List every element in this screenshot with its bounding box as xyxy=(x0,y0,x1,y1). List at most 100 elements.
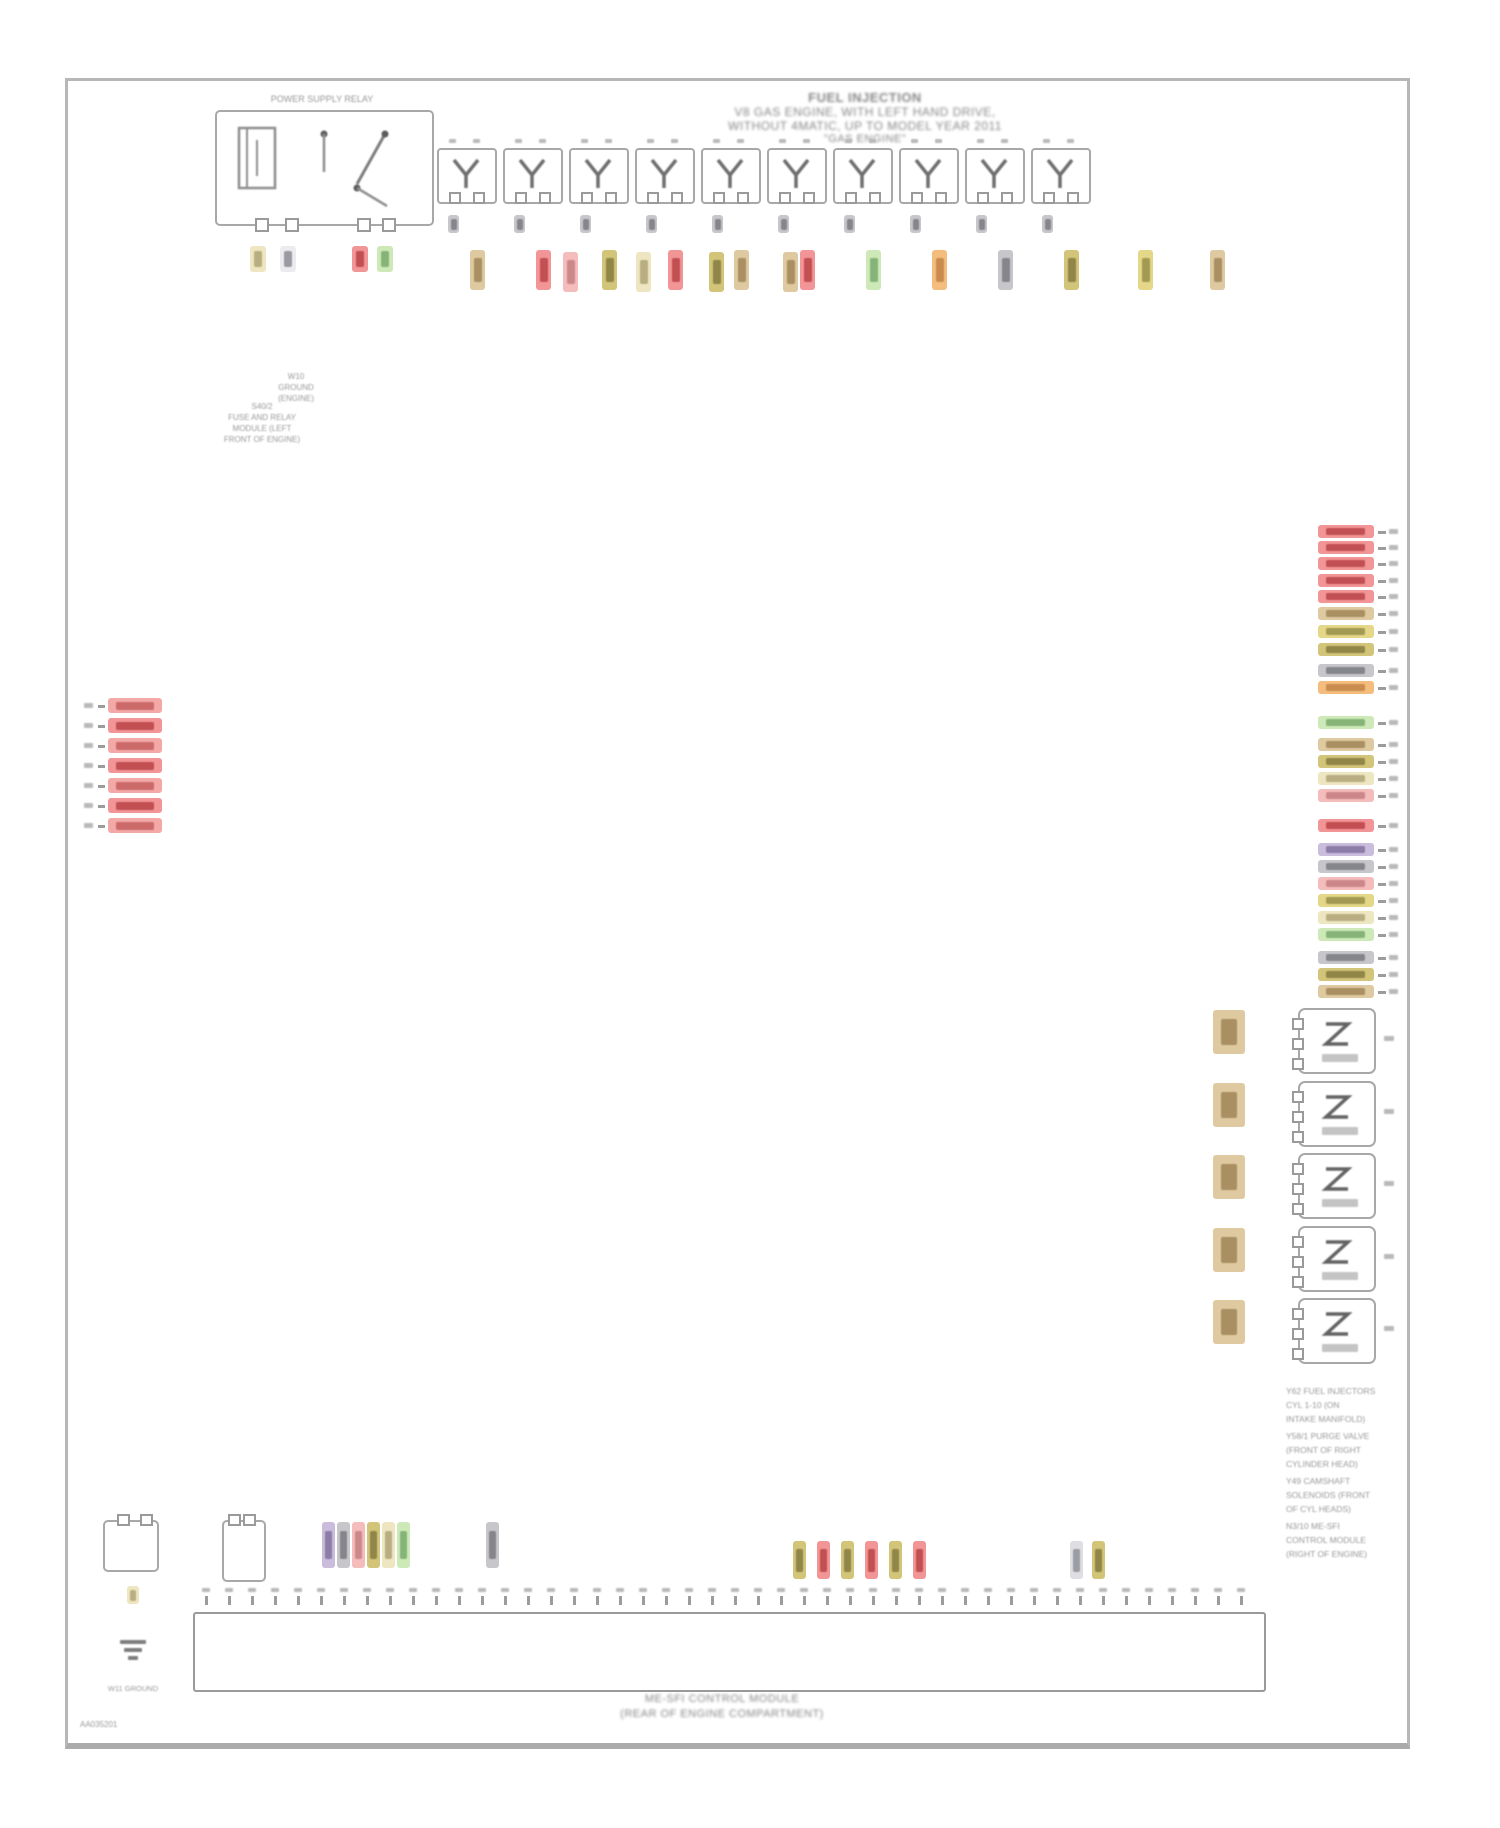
injector-coil-icon xyxy=(452,158,480,188)
connector-pin xyxy=(337,1522,350,1568)
pin-label-blob xyxy=(381,251,389,267)
ground2-label: (ENGINE) xyxy=(278,394,314,403)
legend-line: N3/10 ME-SFI xyxy=(1286,1521,1340,1531)
injector-pin xyxy=(869,192,881,204)
ecm-pin-number xyxy=(1053,1588,1061,1592)
pin-number xyxy=(1389,898,1398,903)
ecm-pin-number xyxy=(754,1588,762,1592)
ecm-pin-number xyxy=(662,1588,670,1592)
ecm-pin-number xyxy=(777,1588,785,1592)
pin-label-blob xyxy=(1068,258,1076,282)
valve-pin-number xyxy=(1384,1326,1394,1331)
ecm-pin-number xyxy=(478,1588,486,1592)
fuel-injector-box xyxy=(965,148,1025,204)
valve-pin xyxy=(1292,1018,1304,1030)
sensor-pin xyxy=(243,1514,256,1526)
pin-label-blob xyxy=(1326,610,1365,617)
connector-stack-pin xyxy=(1318,819,1374,832)
fuel-injector-box xyxy=(569,148,629,204)
relay-pin xyxy=(357,218,371,232)
injector-pin-number xyxy=(539,139,546,143)
connector-pin xyxy=(382,1522,395,1568)
pin-number xyxy=(1389,989,1398,994)
pin-label-blob xyxy=(451,219,457,230)
ecm-pin-number xyxy=(1191,1588,1199,1592)
pin-label-blob xyxy=(116,782,154,790)
injector-coil-icon xyxy=(716,158,744,188)
injector-coil-icon xyxy=(782,158,810,188)
connector-stack-pin xyxy=(108,798,162,813)
ecm-pin-tick xyxy=(550,1596,553,1605)
legend-line: INTAKE MANIFOLD) xyxy=(1286,1414,1366,1424)
connector-pin xyxy=(127,1586,139,1604)
inline-connector xyxy=(1213,1010,1245,1054)
pin-label-blob xyxy=(1142,258,1150,282)
ground1-label: FUSE AND RELAY xyxy=(228,413,296,422)
ecm-pin-number xyxy=(225,1588,233,1592)
connector-pin xyxy=(1210,250,1225,290)
ecm-pin-number xyxy=(1214,1588,1222,1592)
pin-label-blob xyxy=(804,258,812,282)
solenoid-valve-box xyxy=(1298,1298,1376,1364)
connector-pin xyxy=(709,252,724,292)
relay-symbol xyxy=(237,126,389,208)
pin-tick xyxy=(1378,547,1386,550)
ecm-pin-number xyxy=(1145,1588,1153,1592)
connector-pin xyxy=(563,252,578,292)
sensor-box xyxy=(103,1520,159,1572)
pin-label-blob xyxy=(1002,258,1010,282)
connector-stack-pin xyxy=(1318,789,1374,802)
connector-pin xyxy=(793,1541,806,1579)
connector-stack-pin xyxy=(1318,557,1374,570)
pin-tick xyxy=(1378,580,1386,583)
pin-label-blob xyxy=(340,1531,347,1559)
pin-label-blob xyxy=(325,1531,332,1559)
pin-number xyxy=(1389,742,1398,747)
connector-pin xyxy=(470,250,485,290)
pin-label-blob xyxy=(116,762,154,770)
pin-number xyxy=(1389,932,1398,937)
pin-label-blob xyxy=(715,219,721,230)
solenoid-valve-box xyxy=(1298,1226,1376,1292)
connector-pin xyxy=(841,1541,854,1579)
ecm-pin-number xyxy=(616,1588,624,1592)
ecm-pin-tick xyxy=(665,1596,668,1605)
pin-label-blob xyxy=(820,1549,827,1572)
connector-stack-pin xyxy=(1318,625,1374,638)
pin-label-blob xyxy=(356,251,364,267)
connector-pin xyxy=(397,1522,410,1568)
pin-label-blob xyxy=(116,722,154,730)
pin-tick xyxy=(1378,974,1386,977)
pin-number xyxy=(84,763,93,768)
pin-label-blob xyxy=(1326,914,1365,921)
pin-label-blob xyxy=(1326,988,1365,995)
ecm-pin-number xyxy=(869,1588,877,1592)
connector-pin xyxy=(646,215,657,233)
ecm-pin-number xyxy=(708,1588,716,1592)
injector-pin xyxy=(935,192,947,204)
fuel-injector-box xyxy=(503,148,563,204)
connector-pin xyxy=(448,215,459,233)
pin-number xyxy=(1389,847,1398,852)
ecm-pin-tick xyxy=(849,1596,852,1605)
pin-label-blob xyxy=(738,258,746,282)
valve-pin xyxy=(1292,1058,1304,1070)
ecm-pin-number xyxy=(800,1588,808,1592)
legend-line: SOLENOIDS (FRONT xyxy=(1286,1490,1371,1500)
ecm-pin-number xyxy=(823,1588,831,1592)
ecm-pin-number xyxy=(386,1588,394,1592)
pin-label-blob xyxy=(892,1549,899,1572)
pin-number xyxy=(1389,611,1398,616)
ecm-pin-tick xyxy=(1217,1596,1220,1605)
valve-pin xyxy=(1292,1276,1304,1288)
pin-label-blob xyxy=(787,260,795,284)
pin-label-blob xyxy=(284,251,292,267)
valve-symbol-icon xyxy=(1321,1167,1353,1191)
ecm-pin-tick xyxy=(757,1596,760,1605)
ecm-pin-tick xyxy=(987,1596,990,1605)
connector-pin xyxy=(322,1522,335,1568)
ecm-pin-tick xyxy=(918,1596,921,1605)
pin-tick xyxy=(1378,563,1386,566)
connector-pin xyxy=(377,246,393,272)
solenoid-valve-box xyxy=(1298,1153,1376,1219)
